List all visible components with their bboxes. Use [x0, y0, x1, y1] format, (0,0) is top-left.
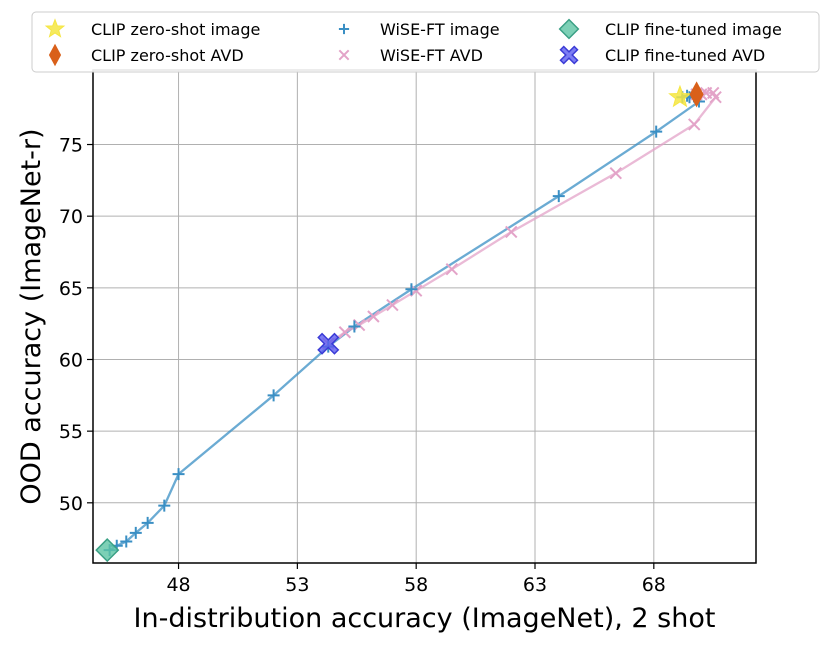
wise-ft-image-point — [141, 516, 154, 529]
legend-marker — [338, 23, 350, 35]
legend-marker — [559, 45, 579, 65]
clip-fine-tuned-image-point — [95, 538, 120, 563]
wise-ft-avd-point — [367, 310, 380, 323]
x-tick-label: 48 — [166, 574, 190, 596]
legend-label: WiSE-FT AVD — [380, 46, 483, 65]
legend-label: CLIP fine-tuned AVD — [605, 46, 765, 65]
clip-zero-shot-image-point — [668, 84, 692, 108]
legend-box — [31, 11, 820, 73]
y-tick-label: 55 — [59, 421, 83, 443]
wise-ft-avd-point — [505, 225, 518, 239]
wise-ft-avd-point — [338, 326, 352, 339]
clip-zero-shot-avd-point — [689, 81, 704, 108]
wise-ft-avd-point — [409, 284, 423, 297]
wise-ft-avd-point — [445, 262, 459, 276]
legend-marker — [44, 18, 66, 38]
legend-marker — [338, 49, 350, 61]
axis-ticks: 48 53 58 63 68 50 55 60 65 70 75 — [59, 135, 666, 596]
legend-marker — [48, 43, 62, 67]
legend: CLIP zero-shot image CLIP zero-shot AVD Wi… — [31, 11, 820, 73]
x-tick-label: 53 — [285, 574, 309, 596]
wise-ft-image-point — [348, 320, 361, 333]
legend-label: CLIP zero-shot image — [91, 20, 260, 39]
wise-ft-image-line — [109, 94, 702, 552]
x-axis-title: In-distribution accuracy (ImageNet), 2 s… — [134, 603, 716, 634]
x-tick-label: 58 — [404, 574, 428, 596]
wise-ft-image-point — [267, 389, 280, 402]
legend-marker — [558, 18, 580, 40]
x-tick-label: 68 — [642, 574, 666, 596]
wise-ft-image-point — [158, 499, 171, 512]
wise-ft-image-point — [552, 190, 565, 203]
wise-ft-image-point — [120, 535, 133, 548]
wise-ft-image-point — [129, 526, 142, 539]
plot-frame — [92, 69, 757, 564]
y-tick-label: 70 — [59, 206, 83, 228]
legend-label: CLIP fine-tuned image — [605, 20, 782, 39]
wise-ft-avd-point — [386, 298, 399, 312]
grid-lines — [93, 70, 756, 563]
x-tick-label: 63 — [523, 574, 547, 596]
y-tick-label: 75 — [59, 135, 83, 157]
wise-ft-avd-point — [609, 166, 623, 180]
wise-ft-avd-point — [688, 118, 701, 131]
y-axis-title: OOD accuracy (ImageNet-r) — [16, 128, 47, 504]
wise-ft-image-point — [405, 283, 418, 296]
clip-fine-tuned-avd-point — [317, 332, 340, 355]
wise-ft-avd-point — [352, 318, 366, 332]
wise-ft-image-point — [650, 125, 663, 138]
y-tick-label: 65 — [59, 278, 83, 300]
series-lines — [109, 91, 717, 552]
legend-label: CLIP zero-shot AVD — [91, 46, 244, 65]
legend-label: WiSE-FT image — [380, 20, 500, 39]
y-tick-label: 50 — [59, 493, 83, 515]
series-markers — [95, 81, 722, 563]
y-tick-label: 60 — [59, 349, 83, 371]
wise-ft-image-point — [172, 468, 185, 481]
